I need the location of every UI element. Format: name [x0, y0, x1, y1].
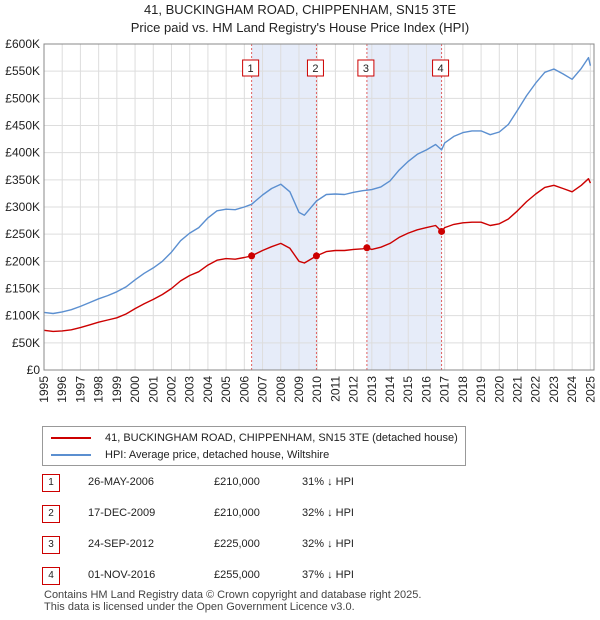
sale-number-box — [357, 59, 375, 77]
sale-point — [248, 252, 256, 260]
row-hpi: 32% ↓ HPI — [302, 538, 354, 550]
sale-point — [438, 227, 446, 235]
footer: Contains HM Land Registry data © Crown c… — [44, 589, 421, 613]
plot-frame — [43, 43, 595, 371]
chart-title-line1: 41, BUCKINGHAM ROAD, CHIPPENHAM, SN15 3T… — [143, 2, 457, 17]
y-tick-label: £350K — [5, 173, 40, 187]
hpi-series-line — [43, 56, 592, 315]
x-tick-label: 2018 — [456, 376, 470, 403]
y-tick-label: £400K — [5, 146, 40, 160]
x-tick-label: 2015 — [401, 376, 415, 403]
x-tick-label: 2006 — [237, 376, 251, 403]
x-tick-label: 1999 — [110, 376, 124, 403]
x-tick-label: 1996 — [55, 376, 69, 403]
x-tick-label: 2016 — [419, 376, 433, 403]
y-tick-label: £100K — [5, 309, 40, 323]
y-tick-label: £250K — [5, 227, 40, 241]
x-tick-label: 2002 — [164, 376, 178, 403]
legend: 41, BUCKINGHAM ROAD, CHIPPENHAM, SN15 3T… — [42, 426, 466, 466]
y-tick-label: £300K — [5, 200, 40, 214]
sale-number-label: 1 — [248, 63, 254, 75]
legend-swatch-blue — [51, 454, 91, 456]
table-row: 1 26-MAY-2006 £210,000 31% ↓ HPI — [42, 474, 462, 494]
sale-number-label: 4 — [438, 63, 444, 75]
chart-title-line2: Price paid vs. HM Land Registry's House … — [130, 20, 470, 35]
price-chart: 1 2 3 4 £0 £50K £100K £150K £200K £250K £300K £350… — [5, 37, 597, 403]
row-number-badge: 4 — [42, 567, 60, 585]
row-price: £255,000 — [214, 569, 260, 581]
legend-label-hpi: HPI: Average price, detached house, Wilt… — [105, 449, 330, 461]
legend-label-property: 41, BUCKINGHAM ROAD, CHIPPENHAM, SN15 3T… — [105, 432, 458, 444]
x-tick-label: 2023 — [547, 376, 561, 403]
sale-number-label: 3 — [363, 63, 369, 75]
x-tick-label: 2019 — [474, 376, 488, 403]
x-tick-label: 2001 — [146, 376, 160, 403]
sale-number-box — [306, 59, 324, 77]
table-row: 3 24-SEP-2012 £225,000 32% ↓ HPI — [42, 536, 462, 556]
row-hpi: 37% ↓ HPI — [302, 569, 354, 581]
y-tick-label: £200K — [5, 254, 40, 268]
legend-item-property: 41, BUCKINGHAM ROAD, CHIPPENHAM, SN15 3T… — [51, 430, 458, 446]
row-date: 01-NOV-2016 — [88, 569, 156, 581]
x-tick-label: 2004 — [201, 376, 215, 403]
x-tick-label: 2013 — [365, 376, 379, 403]
legend-item-hpi: HPI: Average price, detached house, Wilt… — [51, 447, 329, 463]
x-tick-label: 2010 — [310, 376, 324, 403]
row-hpi: 31% ↓ HPI — [302, 476, 354, 488]
sale-point — [312, 252, 320, 260]
sale-point — [363, 244, 371, 252]
x-tick-label: 2005 — [219, 376, 233, 403]
x-tick-label: 2000 — [128, 376, 142, 403]
x-tick-label: 2017 — [438, 376, 452, 403]
row-number-badge: 3 — [42, 536, 60, 554]
x-tick-label: 2007 — [256, 376, 270, 403]
x-tick-label: 2009 — [292, 376, 306, 403]
x-tick-label: 2021 — [511, 376, 525, 403]
x-tick-label: 1997 — [73, 376, 87, 403]
row-price: £210,000 — [214, 507, 260, 519]
y-tick-label: £450K — [5, 119, 40, 133]
row-number-badge: 1 — [42, 474, 60, 492]
property-series-line — [43, 178, 592, 333]
row-date: 26-MAY-2006 — [88, 476, 155, 488]
footer-line2: This data is licensed under the Open Gov… — [44, 601, 355, 613]
x-tick-label: 1995 — [37, 376, 51, 403]
row-number-badge: 2 — [42, 505, 60, 523]
x-tick-label: 2003 — [183, 376, 197, 403]
row-price: £225,000 — [214, 538, 260, 550]
x-tick-label: 2008 — [274, 376, 288, 403]
y-tick-label: £500K — [5, 91, 40, 105]
y-tick-label: £50K — [12, 336, 40, 350]
x-tick-label: 2022 — [529, 376, 543, 403]
y-tick-label: £0 — [27, 363, 41, 377]
row-hpi: 32% ↓ HPI — [302, 507, 354, 519]
row-price: £210,000 — [214, 476, 260, 488]
x-tick-label: 2012 — [347, 376, 361, 403]
x-tick-label: 2014 — [383, 376, 397, 403]
footer-line1: Contains HM Land Registry data © Crown c… — [44, 589, 422, 601]
sale-number-box — [242, 59, 260, 77]
legend-swatch-red — [51, 437, 91, 439]
x-tick-label: 1998 — [92, 376, 106, 403]
y-tick-label: £600K — [5, 37, 40, 51]
x-tick-label: 2024 — [565, 376, 579, 403]
x-tick-label: 2020 — [492, 376, 506, 403]
y-tick-label: £550K — [5, 64, 40, 78]
row-date: 24-SEP-2012 — [88, 538, 155, 550]
row-date: 17-DEC-2009 — [88, 507, 156, 519]
x-tick-label: 2011 — [328, 376, 342, 402]
sale-number-box — [432, 59, 450, 77]
table-row: 4 01-NOV-2016 £255,000 37% ↓ HPI — [42, 567, 462, 587]
x-tick-label: 2025 — [583, 376, 597, 403]
table-row: 2 17-DEC-2009 £210,000 32% ↓ HPI — [42, 505, 462, 525]
y-tick-label: £150K — [5, 282, 40, 296]
sale-number-label: 2 — [312, 63, 318, 75]
